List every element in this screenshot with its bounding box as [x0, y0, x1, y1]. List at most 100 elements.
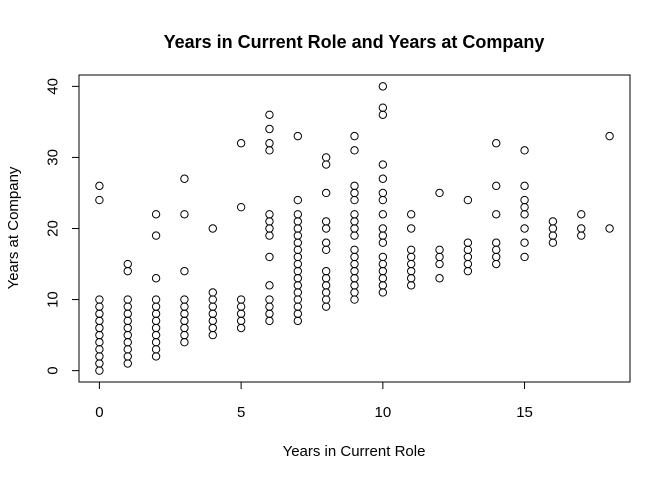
data-point — [208, 309, 217, 318]
y-tick-label: 30 — [44, 149, 61, 166]
data-point — [406, 224, 416, 233]
data-point — [520, 181, 529, 191]
data-point — [406, 259, 416, 269]
data-point — [293, 245, 303, 255]
data-point — [378, 103, 388, 112]
y-axis: 0 10 20 30 40 — [44, 78, 80, 375]
data-point — [435, 259, 444, 269]
data-point — [151, 352, 161, 361]
data-point — [293, 210, 303, 219]
data-point — [236, 295, 246, 304]
data-point — [548, 224, 558, 233]
data-point — [463, 259, 473, 269]
data-point — [180, 174, 189, 183]
data-point — [236, 202, 246, 212]
data-point — [151, 316, 161, 326]
data-point — [180, 330, 189, 340]
data-point — [151, 274, 161, 283]
data-point — [406, 252, 416, 262]
data-point — [350, 274, 359, 283]
data-point — [180, 316, 189, 326]
data-point — [406, 266, 416, 276]
data-point — [151, 309, 161, 318]
data-point — [520, 224, 529, 233]
data-point — [321, 281, 331, 290]
data-point — [293, 266, 303, 276]
data-point — [123, 352, 132, 361]
data-point — [265, 110, 274, 119]
data-point — [548, 238, 558, 247]
data-point — [95, 302, 104, 311]
data-point — [492, 238, 501, 247]
data-point — [350, 181, 359, 191]
data-point — [293, 309, 303, 318]
data-point — [321, 295, 331, 304]
data-point — [492, 210, 501, 219]
data-point — [208, 295, 217, 304]
data-point — [293, 131, 303, 141]
x-axis-label: Years in Current Role — [283, 443, 426, 460]
data-point — [350, 252, 359, 262]
data-point — [293, 288, 303, 297]
data-point — [378, 238, 388, 247]
data-point — [378, 174, 388, 183]
data-point — [378, 224, 388, 233]
x-tick-label: 5 — [237, 404, 245, 421]
data-point — [350, 146, 359, 155]
data-point — [265, 281, 274, 290]
data-point — [180, 323, 189, 333]
data-point — [577, 224, 586, 233]
data-point — [350, 217, 359, 226]
data-point — [435, 274, 444, 283]
data-point — [123, 259, 132, 269]
data-point — [151, 295, 161, 304]
data-point — [350, 131, 359, 141]
data-point — [350, 224, 359, 233]
data-point — [293, 252, 303, 262]
data-point — [123, 302, 132, 311]
data-point — [123, 266, 132, 276]
data-point — [95, 181, 104, 191]
data-point — [123, 338, 132, 347]
data-point — [378, 82, 388, 91]
data-point — [463, 266, 473, 276]
x-tick-label: 10 — [374, 404, 391, 421]
data-point — [208, 330, 217, 340]
data-point — [378, 160, 388, 169]
data-point — [293, 224, 303, 233]
y-axis-label: Years at Company — [5, 166, 22, 289]
data-point — [123, 323, 132, 333]
data-point — [151, 345, 161, 354]
data-point — [151, 330, 161, 340]
data-point — [350, 210, 359, 219]
data-point — [265, 316, 274, 326]
chart-title: Years in Current Role and Years at Compa… — [164, 32, 545, 52]
data-point — [605, 224, 614, 233]
data-point — [492, 252, 501, 262]
data-point — [406, 210, 416, 219]
data-point — [180, 338, 189, 347]
data-point — [265, 146, 274, 155]
data-point — [208, 316, 217, 326]
data-point — [350, 231, 359, 240]
data-point — [236, 302, 246, 311]
data-point — [321, 245, 331, 255]
data-point — [265, 252, 274, 262]
data-point — [293, 217, 303, 226]
data-point — [265, 295, 274, 304]
data-point — [151, 302, 161, 311]
data-point — [208, 302, 217, 311]
data-point — [293, 281, 303, 290]
data-point — [350, 188, 359, 198]
data-point — [406, 274, 416, 283]
data-point — [293, 259, 303, 269]
data-point — [265, 124, 274, 134]
data-point — [95, 295, 104, 304]
data-point — [293, 295, 303, 304]
data-point — [236, 309, 246, 318]
data-point — [265, 139, 274, 148]
plot-frame — [78, 74, 631, 383]
data-point — [293, 274, 303, 283]
data-point — [208, 323, 217, 333]
